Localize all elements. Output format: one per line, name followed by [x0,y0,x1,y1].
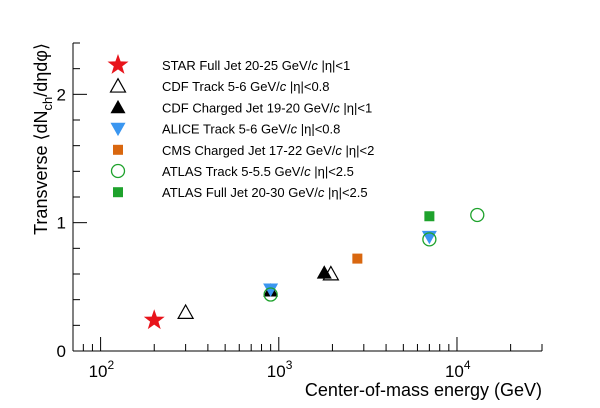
data-point-s4 [352,253,363,264]
data-point-s5 [422,232,437,247]
legend-label: ALICE Track 5-6 GeV/c |η|<0.8 [162,122,340,137]
x-tick-label: 104 [445,358,471,381]
legend-marker [113,144,123,155]
legend-marker [110,163,126,179]
axes: 102 103 104 0 1 2 [57,42,543,381]
data-point-s3 [263,283,279,297]
y-tick-label: 1 [57,214,66,233]
x-tick-label: 103 [267,358,293,381]
legend-marker [113,187,123,198]
legend-label: CMS Charged Jet 17-22 GeV/c |η|<2 [162,143,374,158]
data-point-s5 [263,287,278,302]
legend: STAR Full Jet 20-25 GeV/c |η|<1 CDF Track… [107,54,374,200]
legend-marker [110,99,126,114]
legend-marker [110,122,126,137]
legend-marker [109,77,127,93]
axis-labels: Center-of-mass energy (GeV) Transverse ⟨d… [31,43,542,400]
legend-label: ATLAS Full Jet 20-30 GeV/c |η|<2.5 [162,185,368,200]
legend-label: ATLAS Track 5-5.5 GeV/c |η|<2.5 [162,164,354,179]
legend-label: STAR Full Jet 20-25 GeV/c |η|<1 [162,58,350,73]
legend-label: CDF Track 5-6 GeV/c |η|<0.8 [162,79,330,94]
data-point-s1 [177,303,195,319]
y-tick-label: 2 [57,85,66,104]
legend-label: CDF Charged Jet 19-20 GeV/c |η|<1 [162,100,372,115]
x-axis-label: Center-of-mass energy (GeV) [305,380,542,400]
data-points [143,207,485,330]
legend-marker [107,54,129,74]
x-tick-label: 102 [89,358,115,381]
y-tick-label: 0 [57,342,66,361]
data-point-s5 [470,207,485,223]
y-axis-label: Transverse ⟨dNch/dηdφ⟩ [31,43,55,235]
data-point-s0 [143,309,165,330]
data-point-s6 [424,211,435,222]
data-point-s2 [316,265,332,279]
